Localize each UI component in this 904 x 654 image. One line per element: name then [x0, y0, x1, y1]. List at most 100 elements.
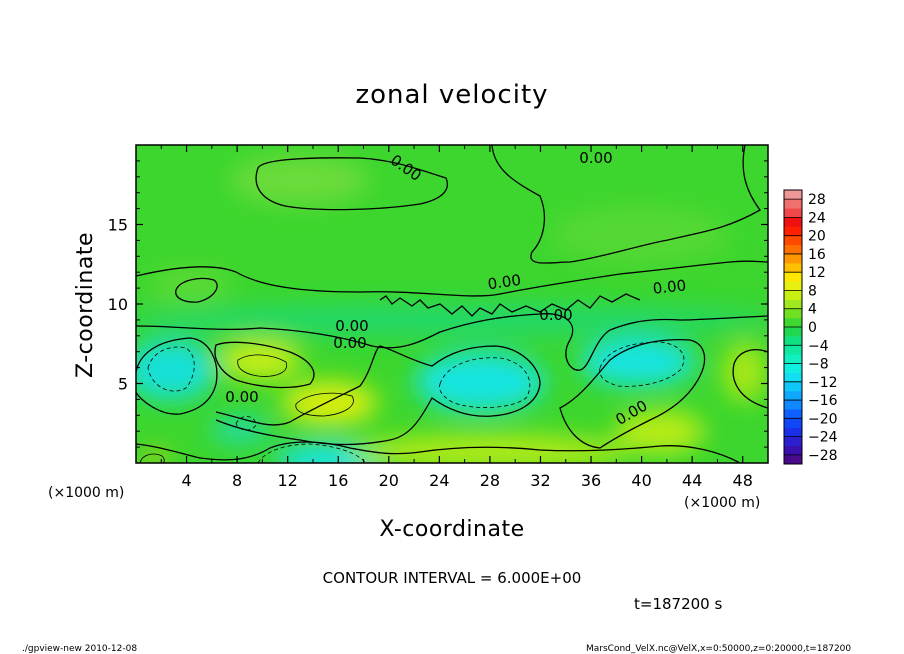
contour-neg-bottom: [257, 443, 367, 463]
time-text: t=187200 s: [634, 595, 722, 613]
contour-label: 0.00: [487, 271, 523, 293]
field-patch: [218, 340, 302, 380]
field-patch: [580, 338, 696, 386]
y-axis-ticks: 5 10 15: [108, 160, 768, 448]
contour-lines-negative: [147, 341, 685, 463]
contour-zero-left-lobe: [175, 277, 218, 303]
contour-pos-a: [237, 354, 288, 377]
field-patch: [136, 304, 768, 336]
colorbar-segment: [784, 336, 802, 346]
heatmap-field: 0.00 0.000.00 0.000.000.000.000.00 0.00: [136, 145, 768, 463]
colorbar-tick-label: 20: [808, 229, 826, 245]
contour-interval-text: CONTOUR INTERVAL = 6.000E+00: [323, 569, 582, 587]
colorbar-tick-label: 24: [808, 210, 826, 226]
contour-label: 0.00: [539, 306, 572, 324]
colorbar-segment: [784, 226, 802, 236]
colorbar-segment: [784, 381, 802, 392]
contour-label: 0.00: [652, 276, 687, 297]
field-patch: [723, 342, 767, 402]
colorbar-tick-label: −8: [808, 357, 829, 373]
x-tick-label: 12: [278, 471, 298, 490]
colorbar-segment: [784, 400, 802, 410]
colorbar-segment: [784, 445, 802, 456]
colorbar-tick-label: −12: [808, 375, 838, 391]
colorbar-segment: [784, 208, 802, 218]
contour-zero-mid-band: [136, 313, 768, 371]
x-tick-label: 32: [530, 471, 550, 490]
y-tick-label: 10: [108, 295, 128, 314]
colorbar-segment: [784, 244, 802, 255]
x-tick-label: 8: [232, 471, 242, 490]
contour-zero-top-left: [255, 157, 448, 211]
colorbar-tick-label: −20: [808, 411, 838, 427]
field-patch: [210, 416, 270, 444]
colorbar-segment: [784, 299, 802, 310]
contour-label: 0.00: [225, 388, 258, 406]
x-unit-label-right: (×1000 m): [684, 495, 760, 511]
colorbar-tick-label: 28: [808, 192, 826, 208]
colorbar-segment: [784, 190, 802, 200]
colorbar-segment: [784, 281, 802, 291]
x-tick-label: 20: [379, 471, 399, 490]
x-tick-label: 4: [181, 471, 191, 490]
colorbar-segment: [784, 418, 802, 428]
colorbar-segment: [784, 253, 802, 264]
colorbar-segment: [784, 308, 802, 319]
colorbar-tick-label: −16: [808, 393, 838, 409]
contour-zero-left-core: [136, 337, 218, 415]
colorbar-tick-label: 4: [808, 302, 817, 318]
contour-lines: [136, 145, 768, 463]
colorbar-segment: [784, 199, 802, 209]
footer-right: MarsCond_VelX.nc@VelX,x=0:50000,z=0:2000…: [586, 644, 851, 654]
colorbar-tick-label: −4: [808, 338, 829, 354]
colorbar-tick-label: 12: [808, 265, 826, 281]
colorbar-tick-label: −24: [808, 430, 838, 446]
colorbar-segment: [784, 427, 802, 437]
field-patch: [150, 267, 230, 303]
colorbar-tick-label: −28: [808, 448, 838, 464]
colorbar-tick-label: 8: [808, 283, 817, 299]
contour-neg-small: [235, 416, 257, 431]
colorbar-segment: [784, 363, 802, 373]
y-tick-label: 15: [108, 216, 128, 235]
contour-label: 0.00: [579, 149, 612, 167]
field-patch: [230, 155, 370, 205]
footer-left: ./gpview-new 2010-12-08: [22, 644, 137, 654]
x-tick-label: 36: [581, 471, 601, 490]
y-axis-label: Z-coordinate: [73, 232, 98, 378]
colorbar-segment: [784, 263, 802, 273]
colorbar-segment: [784, 317, 802, 328]
x-tick-label: 24: [429, 471, 449, 490]
contour-pos-b: [295, 392, 354, 417]
contour-zero-right-lower: [559, 338, 706, 449]
y-tick-label: 5: [118, 375, 128, 394]
field-patch: [350, 434, 630, 463]
colorbar-tick-label: 16: [808, 247, 826, 263]
contour-zero-top-right: [491, 145, 761, 264]
colorbar-segment: [784, 272, 802, 282]
contour-zero-ragged: [379, 293, 641, 317]
colorbar-ticks: 28 24 20 16 12 8 4 0 −4 −8 −12 −16 −20 −24 −28: [784, 192, 838, 464]
colorbar-segment: [784, 409, 802, 419]
x-tick-label: 16: [328, 471, 348, 490]
colorbar-segment: [784, 345, 802, 355]
contour-zero-mid-lower: [215, 345, 541, 446]
contour-zero-positive-a: [214, 341, 315, 389]
contour-neg-right: [599, 341, 685, 387]
colorbar-segment: [784, 327, 802, 337]
contour-label: 0.00: [335, 317, 368, 335]
x-axis-ticks: 4 8 12 16 20 24 28 32 36 40 44 48: [160, 145, 753, 490]
contour-neg-left: [147, 346, 195, 392]
x-tick-label: 40: [631, 471, 651, 490]
contour-zero-right-edge: [732, 349, 768, 409]
x-unit-label-left: (×1000 m): [48, 485, 124, 501]
contour-zero-bottom: [136, 441, 741, 463]
colorbar-segment: [784, 436, 802, 447]
x-axis-label: X-coordinate: [379, 517, 524, 542]
field-patch: [615, 410, 705, 454]
field-patch: [550, 205, 730, 265]
colorbar-segment: [784, 390, 802, 401]
colorbar-segment: [784, 290, 802, 300]
field-patch: [415, 352, 545, 412]
